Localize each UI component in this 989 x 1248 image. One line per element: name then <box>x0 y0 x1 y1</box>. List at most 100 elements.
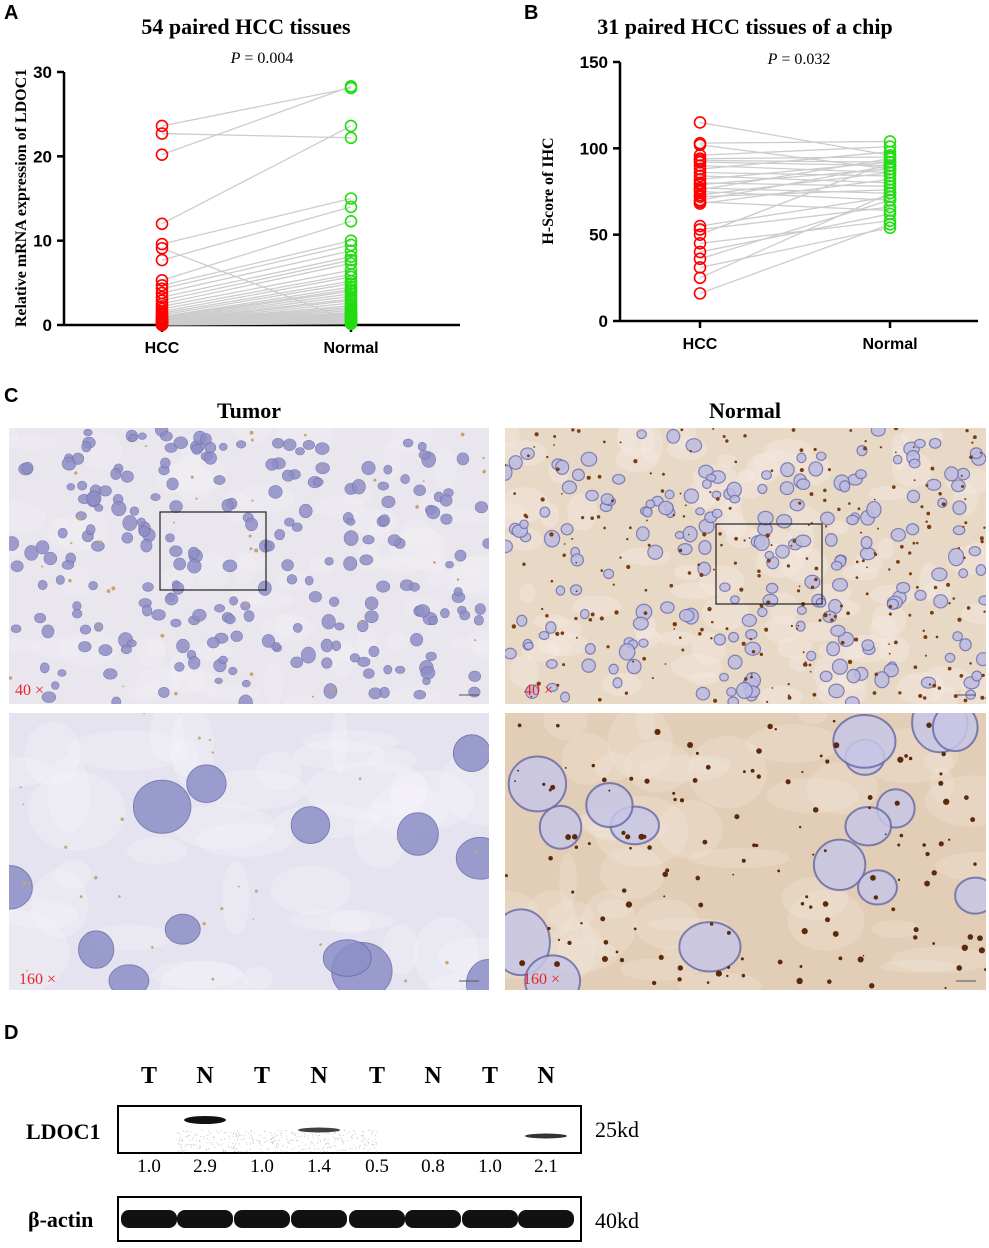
nucleus <box>711 490 722 499</box>
brown-granule <box>74 471 78 475</box>
pair-line <box>699 199 891 260</box>
blot-noise <box>327 1141 329 1143</box>
cytoplasm-patch <box>924 751 954 773</box>
brown-granule <box>733 561 737 565</box>
actin-band <box>177 1210 233 1228</box>
hcc-point <box>693 271 707 285</box>
brown-granule <box>79 895 83 899</box>
brown-granule <box>237 885 240 888</box>
cytoplasm-patch <box>148 638 166 657</box>
pair-line <box>161 288 352 319</box>
nucleus <box>176 638 190 654</box>
nucleus <box>343 530 359 546</box>
brown-granule <box>681 648 685 652</box>
hcc-point <box>693 287 707 300</box>
pair-line <box>699 121 891 156</box>
blot-noise <box>214 1136 216 1138</box>
blot-noise <box>307 1138 309 1140</box>
blot-noise <box>189 1135 191 1137</box>
cytoplasm-patch <box>505 428 520 448</box>
cytoplasm-patch <box>288 909 395 932</box>
brown-granule <box>193 775 196 778</box>
blot-noise <box>303 1132 305 1134</box>
blot-noise <box>322 1147 324 1149</box>
blot-noise <box>277 1130 279 1132</box>
blot-noise <box>190 1144 192 1146</box>
blot-noise <box>336 1150 338 1152</box>
cytoplasm-patch <box>248 592 294 608</box>
blot-noise <box>227 1145 229 1147</box>
brown-granule <box>978 947 985 954</box>
normal-point <box>344 317 358 331</box>
blot-noise <box>277 1143 279 1145</box>
nucleus <box>890 527 907 542</box>
blot-noise <box>332 1136 334 1138</box>
cytoplasm-patch <box>615 446 659 473</box>
blot-noise <box>274 1135 276 1137</box>
brown-granule <box>935 635 939 639</box>
blot-noise <box>260 1144 262 1146</box>
blot-noise <box>367 1150 369 1152</box>
pair-line <box>161 220 352 281</box>
cytoplasm-patch <box>293 740 385 770</box>
blot-noise <box>367 1142 369 1144</box>
brown-granule <box>244 601 249 606</box>
blot-noise <box>272 1142 274 1144</box>
blot-noise <box>267 1148 269 1150</box>
pair-line <box>699 201 891 212</box>
brown-granule <box>854 637 859 642</box>
brown-granule <box>603 939 609 945</box>
nucleus <box>832 713 897 769</box>
blot-noise <box>270 1141 272 1143</box>
brown-granule <box>726 930 731 935</box>
nucleus <box>362 535 375 545</box>
blot-noise <box>198 1139 200 1141</box>
blot-noise <box>253 1132 255 1134</box>
blot-noise <box>360 1140 362 1142</box>
blot-noise <box>228 1146 230 1148</box>
brown-granule <box>433 561 436 564</box>
nucleus <box>98 485 112 497</box>
brown-granule <box>855 560 859 564</box>
nucleus <box>160 457 171 469</box>
lane-label: T <box>140 1063 157 1089</box>
brown-granule <box>190 475 194 479</box>
pair-line <box>699 161 891 236</box>
brown-granule <box>590 612 595 617</box>
blot-noise <box>264 1137 266 1139</box>
brown-granule <box>565 834 572 840</box>
cytoplasm-patch <box>789 655 811 672</box>
brown-granule <box>855 576 859 579</box>
cytoplasm-patch <box>559 852 577 909</box>
brown-granule <box>519 960 526 967</box>
blot-noise <box>182 1151 184 1153</box>
nucleus <box>88 581 98 591</box>
nucleus <box>968 546 982 557</box>
brown-granule <box>22 803 25 806</box>
brown-granule <box>678 548 683 553</box>
brown-granule <box>662 472 665 476</box>
nucleus <box>525 684 540 700</box>
brown-granule <box>823 849 827 853</box>
nucleus <box>281 559 294 572</box>
blot-noise <box>375 1144 377 1146</box>
nucleus <box>315 442 330 455</box>
band-ratio: 1.0 <box>137 1156 161 1177</box>
nucleus <box>545 659 558 669</box>
nucleus <box>72 609 83 619</box>
blot-noise <box>346 1132 348 1134</box>
brown-granule <box>827 979 832 984</box>
nucleus <box>830 624 846 637</box>
brown-granule <box>705 764 711 770</box>
tumor-40x-mag-label: 40 × <box>15 682 45 699</box>
cytoplasm-patch <box>233 428 272 444</box>
blot-noise <box>225 1132 227 1134</box>
brown-granule <box>809 492 814 497</box>
nucleus <box>132 779 192 834</box>
nucleus <box>523 641 534 651</box>
cytoplasm-patch <box>617 428 637 452</box>
cytoplasm-patch <box>877 538 895 560</box>
nucleus <box>719 582 731 593</box>
brown-granule <box>979 536 984 541</box>
brown-granule <box>599 616 604 621</box>
